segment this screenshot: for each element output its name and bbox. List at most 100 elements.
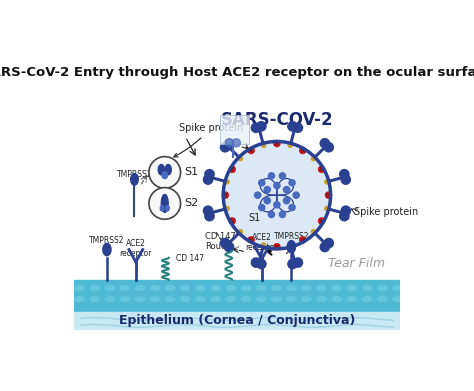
Circle shape bbox=[223, 142, 330, 249]
Ellipse shape bbox=[225, 296, 237, 303]
Circle shape bbox=[325, 206, 329, 211]
Ellipse shape bbox=[89, 296, 100, 303]
Circle shape bbox=[232, 139, 240, 147]
Text: TMPRSS2: TMPRSS2 bbox=[117, 170, 152, 179]
Circle shape bbox=[224, 242, 234, 252]
Circle shape bbox=[205, 170, 214, 179]
Ellipse shape bbox=[377, 296, 388, 303]
Circle shape bbox=[264, 187, 270, 193]
Ellipse shape bbox=[255, 296, 266, 303]
Ellipse shape bbox=[271, 296, 282, 303]
Circle shape bbox=[300, 147, 306, 154]
Text: Tear Film: Tear Film bbox=[328, 258, 384, 271]
Ellipse shape bbox=[158, 165, 164, 175]
Circle shape bbox=[341, 175, 350, 184]
Circle shape bbox=[248, 147, 254, 154]
Circle shape bbox=[205, 212, 214, 221]
Text: TMPRSS2: TMPRSS2 bbox=[89, 236, 125, 245]
Text: S1: S1 bbox=[249, 213, 261, 223]
Ellipse shape bbox=[195, 296, 206, 303]
Ellipse shape bbox=[287, 240, 295, 253]
Circle shape bbox=[325, 180, 329, 184]
Ellipse shape bbox=[165, 296, 176, 303]
Circle shape bbox=[274, 244, 280, 250]
Ellipse shape bbox=[104, 285, 115, 292]
Ellipse shape bbox=[119, 296, 130, 303]
Ellipse shape bbox=[161, 194, 168, 212]
Circle shape bbox=[288, 143, 292, 147]
Circle shape bbox=[225, 180, 229, 184]
Ellipse shape bbox=[135, 296, 146, 303]
Ellipse shape bbox=[210, 296, 221, 303]
Circle shape bbox=[340, 212, 349, 221]
Ellipse shape bbox=[103, 243, 111, 256]
Ellipse shape bbox=[301, 285, 312, 292]
Circle shape bbox=[149, 157, 181, 188]
Circle shape bbox=[225, 206, 229, 211]
Circle shape bbox=[319, 218, 325, 224]
Circle shape bbox=[293, 192, 299, 198]
Text: CD 147
Route: CD 147 Route bbox=[205, 231, 236, 251]
Ellipse shape bbox=[225, 285, 237, 292]
Circle shape bbox=[293, 258, 302, 267]
Circle shape bbox=[259, 180, 265, 186]
Circle shape bbox=[283, 187, 290, 193]
Circle shape bbox=[229, 166, 235, 172]
Circle shape bbox=[274, 202, 280, 208]
Circle shape bbox=[324, 239, 333, 248]
Text: S1: S1 bbox=[184, 167, 198, 178]
Circle shape bbox=[203, 175, 213, 184]
Circle shape bbox=[220, 239, 230, 248]
Circle shape bbox=[288, 122, 297, 131]
Circle shape bbox=[262, 243, 265, 247]
Circle shape bbox=[248, 237, 254, 243]
Ellipse shape bbox=[180, 285, 191, 292]
Ellipse shape bbox=[346, 285, 357, 292]
Ellipse shape bbox=[74, 296, 85, 303]
Ellipse shape bbox=[131, 174, 138, 185]
Ellipse shape bbox=[104, 296, 115, 303]
Text: Spike protein: Spike protein bbox=[174, 123, 243, 157]
Circle shape bbox=[274, 183, 280, 188]
Circle shape bbox=[251, 258, 261, 267]
Circle shape bbox=[288, 259, 297, 269]
Text: CD 147: CD 147 bbox=[176, 254, 204, 263]
Ellipse shape bbox=[165, 165, 171, 175]
Ellipse shape bbox=[160, 206, 164, 211]
Circle shape bbox=[238, 156, 243, 161]
Ellipse shape bbox=[331, 296, 342, 303]
Ellipse shape bbox=[165, 285, 176, 292]
Circle shape bbox=[264, 197, 270, 204]
Ellipse shape bbox=[392, 285, 403, 292]
Circle shape bbox=[255, 192, 261, 198]
Circle shape bbox=[320, 242, 329, 252]
Ellipse shape bbox=[286, 285, 297, 292]
Bar bbox=[74, 312, 400, 330]
Circle shape bbox=[257, 259, 266, 269]
Ellipse shape bbox=[166, 206, 169, 211]
Circle shape bbox=[283, 197, 290, 204]
Ellipse shape bbox=[119, 285, 130, 292]
Ellipse shape bbox=[150, 296, 161, 303]
Circle shape bbox=[293, 123, 302, 133]
Circle shape bbox=[300, 237, 306, 243]
Text: ACE2
receptor: ACE2 receptor bbox=[246, 233, 278, 253]
Ellipse shape bbox=[362, 296, 373, 303]
Circle shape bbox=[311, 230, 316, 234]
Circle shape bbox=[311, 156, 316, 161]
Circle shape bbox=[319, 166, 325, 172]
Text: SARS-CoV-2 Entry through Host ACE2 receptor on the ocular surface: SARS-CoV-2 Entry through Host ACE2 recep… bbox=[0, 66, 474, 79]
Circle shape bbox=[229, 218, 235, 224]
Ellipse shape bbox=[316, 285, 327, 292]
Ellipse shape bbox=[135, 285, 146, 292]
Ellipse shape bbox=[74, 285, 85, 292]
Circle shape bbox=[289, 204, 295, 211]
Ellipse shape bbox=[331, 285, 342, 292]
Circle shape bbox=[149, 188, 181, 219]
Circle shape bbox=[238, 230, 243, 234]
Circle shape bbox=[268, 173, 274, 179]
Ellipse shape bbox=[377, 285, 388, 292]
Circle shape bbox=[225, 139, 234, 147]
Circle shape bbox=[289, 180, 295, 186]
Ellipse shape bbox=[286, 296, 297, 303]
